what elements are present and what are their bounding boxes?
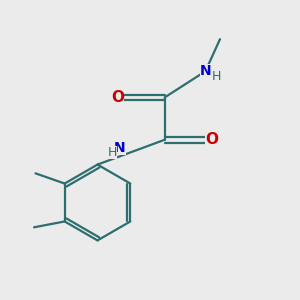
Text: N: N	[200, 64, 211, 78]
Text: O: O	[111, 90, 124, 105]
Text: N: N	[114, 141, 126, 155]
Text: H: H	[107, 146, 117, 159]
Text: O: O	[205, 132, 218, 147]
Text: H: H	[212, 70, 221, 83]
